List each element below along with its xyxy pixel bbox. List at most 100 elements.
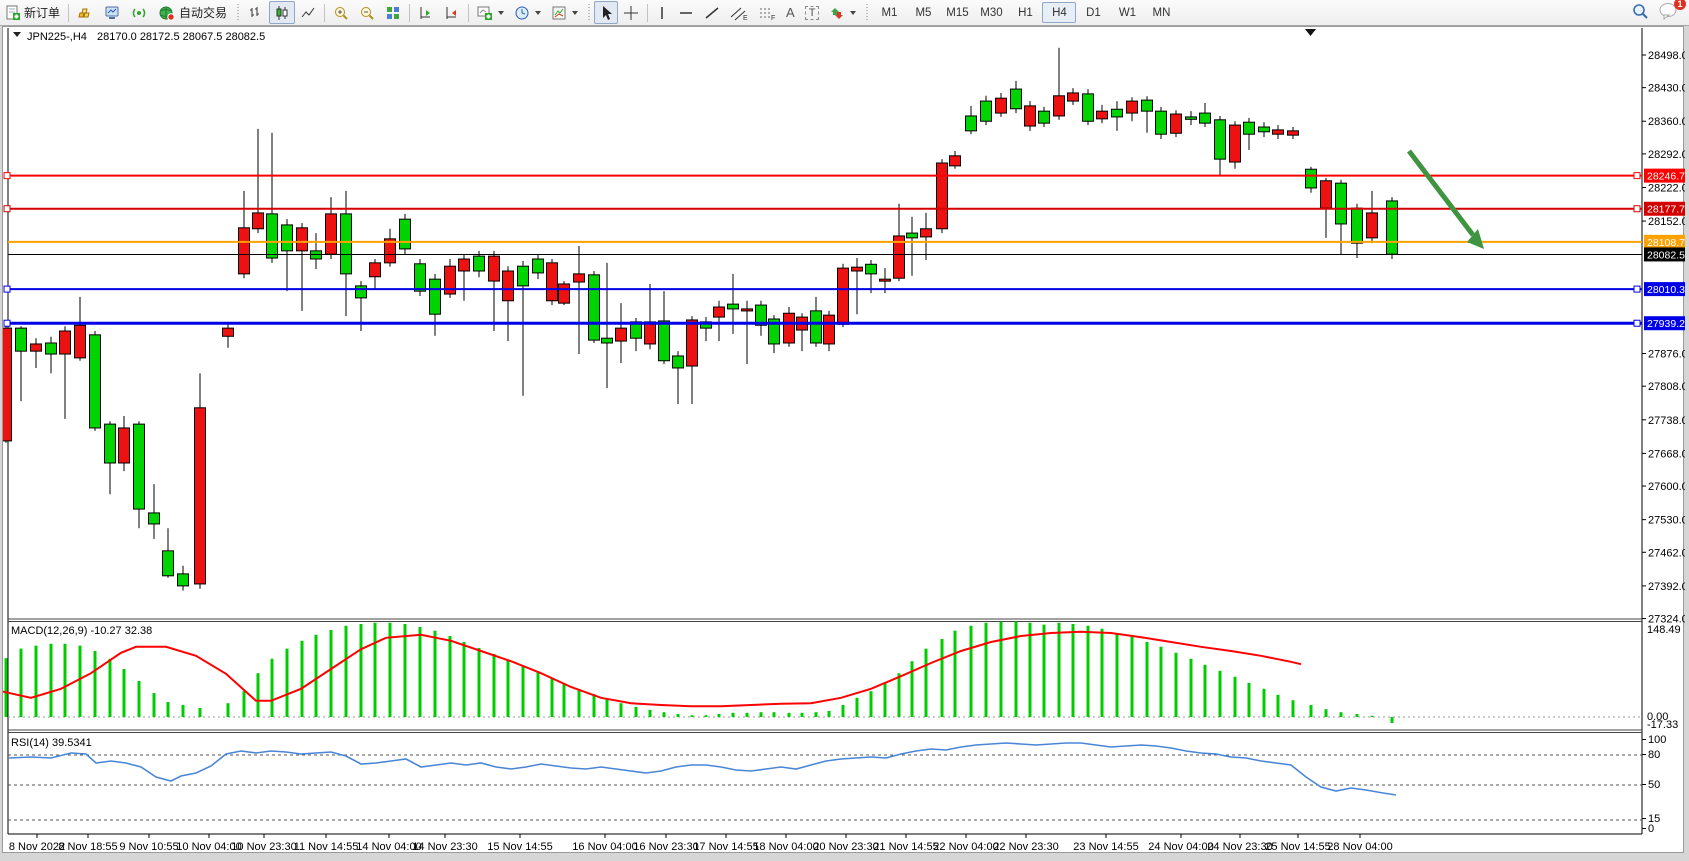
tile-windows-icon (385, 5, 401, 21)
timeframe-h4[interactable]: H4 (1042, 2, 1077, 23)
zoom-out-button[interactable] (354, 1, 380, 24)
macd-scale-label: -17.33 (1647, 719, 1678, 731)
clock-icon (514, 5, 530, 21)
line-handle[interactable] (3, 205, 11, 213)
toolbar-separator (468, 3, 470, 22)
equidistant-channel-icon: E (730, 5, 748, 21)
time-axis-label: 14 Nov 23:30 (412, 841, 477, 853)
line-handle[interactable] (1633, 319, 1641, 327)
hline-tool-button[interactable] (673, 1, 699, 24)
fibonacci-tool-button[interactable]: F (753, 1, 781, 24)
candlestick-mode-button[interactable] (269, 1, 296, 24)
candle (906, 232, 918, 239)
candle (414, 263, 426, 292)
timeframe-mn[interactable]: MN (1152, 6, 1171, 19)
line-handle[interactable] (3, 285, 11, 293)
candle (879, 278, 891, 282)
trendline-icon (704, 5, 720, 21)
signal-button[interactable] (126, 1, 153, 24)
candle (768, 318, 780, 345)
candle (1096, 110, 1108, 120)
candle (893, 235, 905, 279)
text-tool-button[interactable]: A (781, 1, 800, 24)
cursor-tool-button[interactable] (594, 1, 619, 24)
title-collapse-icon[interactable] (13, 32, 21, 37)
candle (658, 320, 670, 362)
label-tool-button[interactable]: T (800, 1, 825, 24)
candle (1185, 116, 1197, 120)
candle (965, 115, 977, 132)
time-axis-label: 10 Nov 04:00 (176, 841, 241, 853)
toolbar-grip[interactable] (235, 3, 241, 22)
bar-chart-mode-button[interactable] (243, 1, 269, 24)
auto-trading-button[interactable]: 自动交易 (153, 1, 232, 24)
toolbar-grip[interactable] (864, 3, 870, 22)
line-chart-icon (300, 5, 316, 21)
channel-tool-button[interactable]: E (725, 1, 753, 24)
line-handle[interactable] (1633, 172, 1641, 180)
candle (558, 283, 570, 304)
timeframe-d1[interactable]: D1 (1086, 6, 1101, 19)
timeframe-m5[interactable]: M5 (915, 6, 932, 19)
candle (1141, 99, 1153, 112)
timeframe-m15[interactable]: M15 (946, 6, 969, 19)
trendline-tool-button[interactable] (699, 1, 725, 24)
candle (1111, 108, 1123, 118)
candle (1335, 182, 1347, 225)
candle (238, 227, 250, 275)
toolbar-separator (324, 3, 326, 22)
chart-shift-button[interactable] (439, 1, 465, 24)
price-tick: 28430.0 (1648, 83, 1685, 95)
line-handle[interactable] (1633, 205, 1641, 213)
price-tick: 27462.0 (1648, 547, 1685, 559)
macd-signal-line (3, 630, 1302, 708)
line-handle[interactable] (3, 319, 11, 327)
price-tick: 28292.0 (1648, 149, 1685, 161)
timeframe-m30[interactable]: M30 (980, 6, 1003, 19)
search-icon[interactable] (1631, 2, 1649, 23)
candle (177, 573, 189, 587)
crosshair-tool-button[interactable] (618, 1, 644, 24)
signal-icon (131, 5, 148, 21)
arrows-tool-button[interactable] (824, 1, 861, 24)
candle (644, 321, 656, 345)
time-axis-label: 16 Nov 04:00 (572, 841, 637, 853)
candle (995, 97, 1007, 114)
zoom-in-button[interactable] (328, 1, 354, 24)
tile-windows-button[interactable] (380, 1, 406, 24)
vline-tool-button[interactable] (651, 1, 673, 24)
trend-arrow-annotation[interactable] (1407, 149, 1475, 237)
text-icon: A (786, 5, 795, 20)
candle (355, 285, 367, 299)
timeframe-m1[interactable]: M1 (881, 6, 898, 19)
periods-button[interactable] (509, 1, 546, 24)
timeframe-w1[interactable]: W1 (1118, 6, 1137, 19)
candle (325, 213, 337, 255)
toolbar-grip[interactable] (586, 3, 592, 22)
price-chart[interactable]: JPN225-,H4 28170.0 28172.5 28067.5 28082… (3, 27, 1685, 854)
candle (281, 224, 293, 252)
price-tag: 28246.7 (1647, 171, 1685, 183)
market-watch-button[interactable] (72, 1, 99, 24)
chat-icon[interactable]: 1 (1659, 0, 1686, 23)
line-handle[interactable] (3, 172, 11, 180)
candle (810, 310, 822, 344)
terminal-button[interactable] (99, 1, 126, 24)
price-tick: 27876.0 (1648, 349, 1685, 361)
templates-button[interactable] (546, 1, 583, 24)
candle (74, 324, 86, 359)
line-chart-mode-button[interactable] (295, 1, 321, 24)
new-chart-button[interactable] (472, 1, 509, 24)
line-handle[interactable] (1633, 285, 1641, 293)
chart-title-symbol: JPN225-,H4 (27, 31, 87, 43)
timeframe-h1[interactable]: H1 (1018, 6, 1033, 19)
candle (1082, 93, 1094, 122)
terminal-icon (104, 5, 121, 21)
new-order-button[interactable]: 新订单 (0, 1, 65, 24)
auto-scroll-button[interactable] (413, 1, 439, 24)
time-axis-label: 18 Nov 04:00 (753, 841, 818, 853)
candle (458, 258, 470, 272)
candle (1229, 124, 1241, 163)
price-tick: 27392.0 (1648, 581, 1685, 593)
candle (1366, 212, 1378, 239)
